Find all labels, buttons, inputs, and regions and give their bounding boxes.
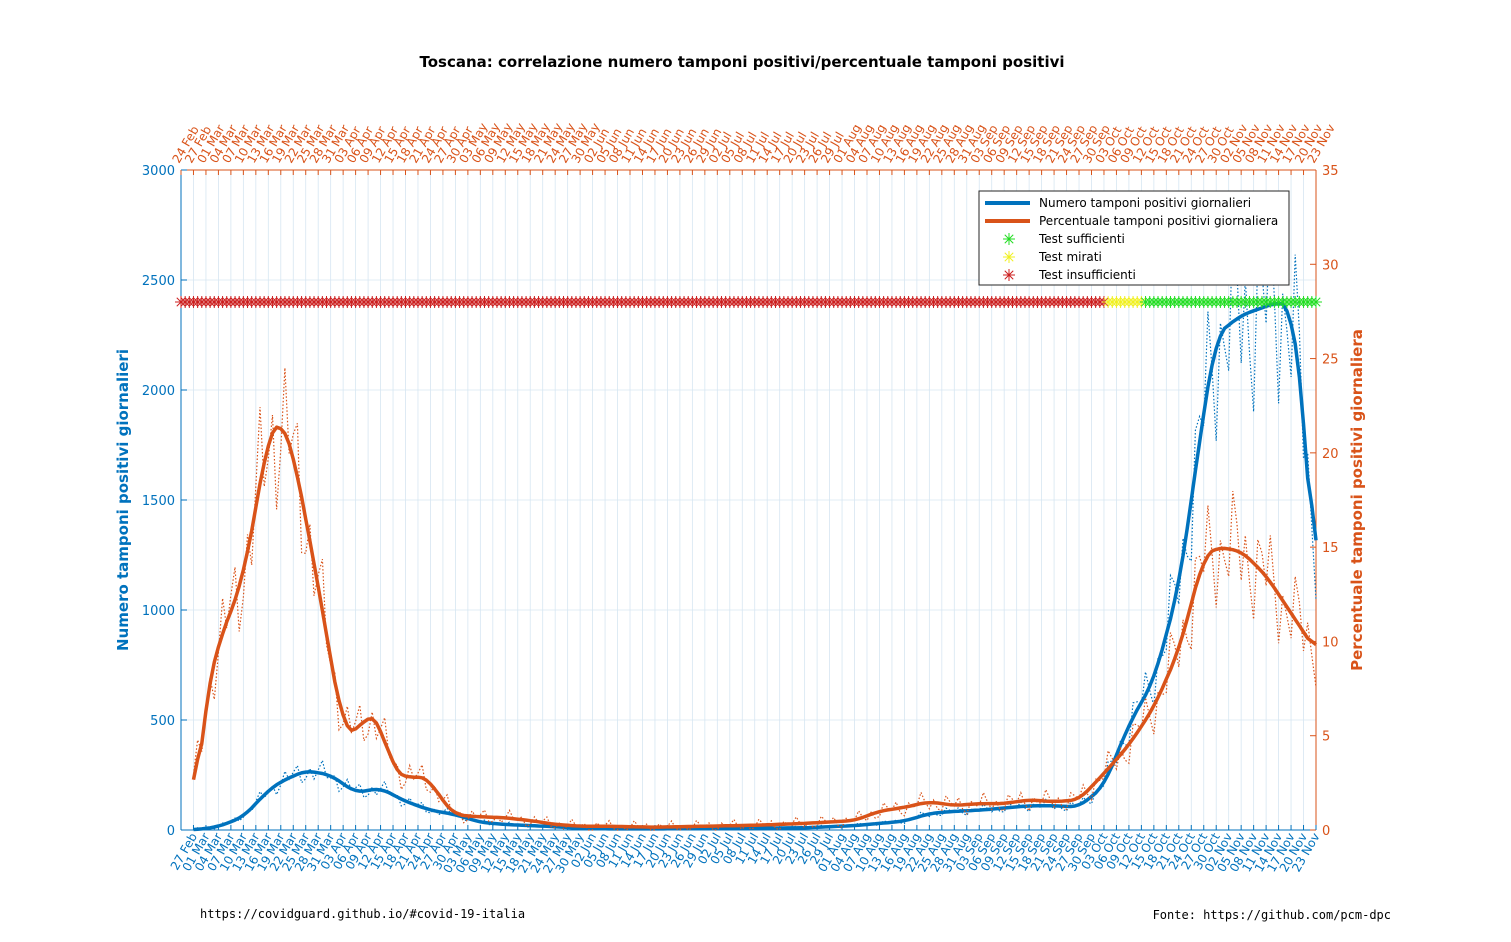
legend-star-insufficienti [1003,269,1015,281]
y-right-tick-label: 15 [1322,541,1339,556]
y-right-tick-label: 35 [1322,164,1339,179]
legend-star-sufficienti [1003,233,1015,245]
legend: Numero tamponi positivi giornalieri Perc… [978,190,1290,286]
series-percentuale [191,367,1318,831]
legend-label-percentuale: Percentuale tamponi positivi giornaliera [1039,214,1278,228]
series-smoothed-line [191,425,1318,829]
y-left-tick-label: 1000 [142,604,175,619]
y-left-tick-label: 3000 [142,164,175,179]
y-left-tick-label: 2500 [142,274,175,289]
y-axis-left-label: Numero tamponi positivi giornalieri [114,349,132,651]
legend-label-numero: Numero tamponi positivi giornalieri [1039,196,1251,210]
legend-marker-sufficienti [1003,233,1015,245]
y-left-tick-label: 1500 [142,494,175,509]
series-smoothed-line [193,302,1318,832]
legend-star-mirati [1003,251,1015,263]
legend-marker-mirati [1003,251,1015,263]
chart-title: Toscana: correlazione numero tamponi pos… [419,53,1064,71]
y-right-tick-label: 30 [1322,258,1339,273]
footer-left: https://covidguard.github.io/#covid-19-i… [200,907,525,921]
y-right-tick-label: 25 [1322,353,1339,368]
legend-label-insufficienti: Test insufficienti [1038,268,1136,282]
test-marker [1310,296,1322,308]
y-axis-right-label: Percentuale tamponi positivi giornaliera [1348,329,1366,671]
y-left-tick-label: 2000 [142,384,175,399]
y-right-tick-label: 10 [1322,635,1339,650]
y-right-tick-label: 0 [1322,824,1330,839]
legend-marker-insufficienti [1003,269,1015,281]
legend-label-mirati: Test mirati [1038,250,1102,264]
footer-right: Fonte: https://github.com/pcm-dpc [1153,908,1391,922]
y-right-tick-label: 5 [1322,730,1330,745]
test-markers [175,296,1322,308]
y-left-tick-label: 500 [150,714,175,729]
legend-box [978,190,1290,286]
axes: 0500100015002000250030000510152025303527… [142,120,1339,875]
y-left-tick-label: 0 [167,824,175,839]
y-right-tick-label: 20 [1322,447,1339,462]
legend-label-sufficienti: Test sufficienti [1038,232,1125,246]
